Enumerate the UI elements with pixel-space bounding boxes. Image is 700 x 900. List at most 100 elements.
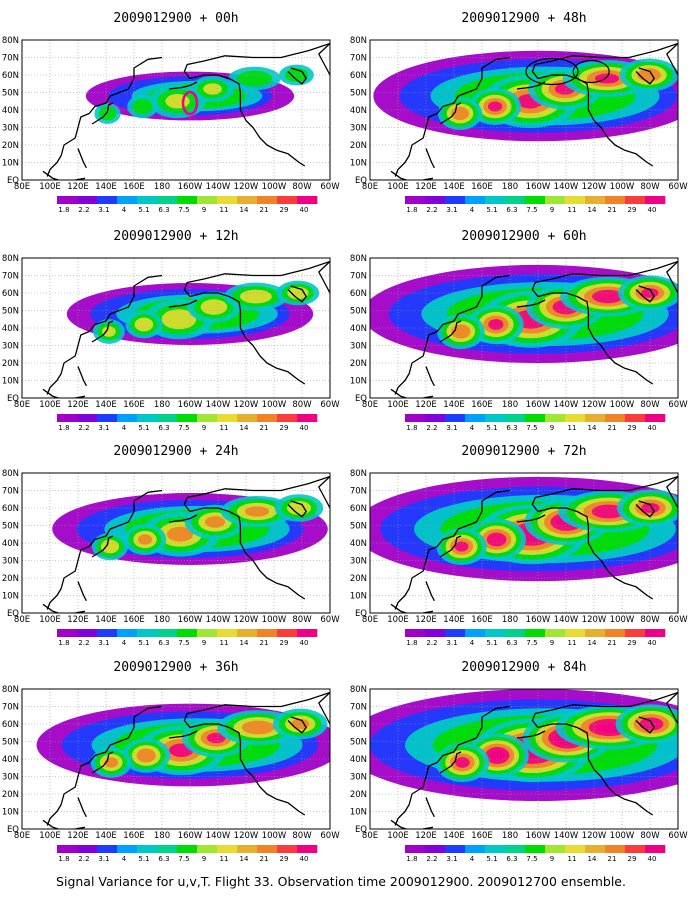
lon-tick-label: 120W	[234, 615, 259, 625]
panel-title: 2009012900 + 36h	[113, 660, 238, 675]
colorbar-label: 2.2	[78, 855, 89, 863]
colorbar-label: 29	[280, 206, 289, 214]
variance-cell	[241, 720, 275, 735]
lon-tick-label: 160W	[526, 182, 551, 192]
lat-tick-label: 50N	[350, 89, 367, 99]
forecast-panel: 2009012900 + 48h EQ 10N 20N 30N 40N 50N 60N 70N 8…	[350, 11, 688, 214]
lon-tick-label: 120E	[415, 182, 437, 192]
lon-tick-label: 100E	[39, 400, 61, 410]
lon-tick-label: 80W	[292, 400, 312, 410]
lon-tick-label: 120W	[234, 831, 259, 841]
colorbar-swatch	[405, 414, 426, 422]
lon-tick-label: 160E	[123, 831, 145, 841]
colorbar-label: 11	[220, 424, 229, 432]
colorbar-swatch	[545, 196, 566, 204]
colorbar-label: 3.1	[98, 639, 109, 647]
lat-tick-label: 40N	[350, 755, 367, 765]
lat-tick-label: 50N	[2, 522, 19, 532]
colorbar-swatch	[505, 845, 526, 853]
colorbar-swatch	[237, 414, 258, 422]
variance-cell	[206, 732, 226, 744]
colorbar: 1.8 2.2 3.1 4 5.1 6.3 7.5 9 11 14 21 29 40	[57, 629, 318, 647]
lon-tick-label: 100E	[387, 400, 409, 410]
colorbar-label: 6.3	[158, 639, 169, 647]
colorbar-swatch	[297, 196, 318, 204]
colorbar-swatch	[297, 414, 318, 422]
colorbar-label: 5.1	[486, 424, 497, 432]
colorbar-swatch	[177, 414, 198, 422]
colorbar-label: 9	[202, 855, 206, 863]
colorbar-swatch	[565, 414, 586, 422]
forecast-panel: 2009012900 + 60h EQ 10N 20N 30N 40N 50N 60N 70N 8…	[350, 229, 688, 432]
colorbar: 1.8 2.2 3.1 4 5.1 6.3 7.5 9 11 14 21 29 40	[57, 414, 318, 432]
colorbar-label: 7.5	[178, 855, 189, 863]
colorbar-swatch	[585, 845, 606, 853]
colorbar-label: 14	[588, 424, 597, 432]
colorbar-label: 14	[588, 639, 597, 647]
colorbar-swatch	[237, 845, 258, 853]
lon-tick-label: 160E	[471, 615, 493, 625]
lon-tick-label: 100W	[610, 615, 635, 625]
colorbar-label: 21	[260, 639, 269, 647]
lon-tick-label: 140E	[443, 615, 465, 625]
lat-tick-label: 30N	[2, 342, 19, 352]
lon-tick-label: 60W	[668, 831, 688, 841]
lon-tick-label: 180	[502, 615, 518, 625]
colorbar-label: 6.3	[158, 424, 169, 432]
lat-tick-label: EQ	[355, 825, 367, 835]
colorbar-swatch	[505, 629, 526, 637]
colorbar-swatch	[97, 629, 118, 637]
colorbar-label: 40	[300, 424, 309, 432]
lon-tick-label: 120E	[67, 400, 89, 410]
colorbar-label: 21	[608, 855, 617, 863]
lat-tick-label: EQ	[7, 394, 19, 404]
lon-tick-label: 100E	[39, 831, 61, 841]
colorbar-label: 2.2	[78, 424, 89, 432]
lon-tick-label: 140W	[554, 831, 579, 841]
coastlines	[390, 691, 678, 829]
colorbar-label: 1.8	[58, 855, 69, 863]
lon-tick-label: 160W	[526, 615, 551, 625]
map-frame	[21, 688, 331, 830]
panel-title: 2009012900 + 84h	[461, 660, 586, 675]
colorbar-swatch	[57, 629, 78, 637]
lon-tick-label: 140E	[443, 182, 465, 192]
lon-tick-label: 120W	[582, 615, 607, 625]
variance-cell	[455, 757, 470, 768]
colorbar-swatch	[605, 414, 626, 422]
colorbar-swatch	[217, 845, 238, 853]
lat-tick-label: 30N	[350, 773, 367, 783]
colorbar-swatch	[545, 845, 566, 853]
lon-tick-label: 60W	[668, 615, 688, 625]
lat-tick-label: 20N	[350, 790, 367, 800]
colorbar-swatch	[137, 414, 158, 422]
colorbar-label: 4	[122, 639, 127, 647]
variance-field	[370, 689, 678, 801]
lon-tick-label: 100E	[387, 615, 409, 625]
colorbar-label: 29	[628, 206, 637, 214]
colorbar-swatch	[625, 629, 646, 637]
lat-tick-label: 60N	[2, 504, 19, 514]
colorbar-swatch	[217, 414, 238, 422]
colorbar-label: 40	[648, 639, 657, 647]
lon-tick-label: 160W	[526, 400, 551, 410]
map-gridlines	[22, 258, 330, 398]
colorbar-label: 40	[648, 206, 657, 214]
colorbar-label: 1.8	[406, 639, 417, 647]
lat-tick-label: 70N	[350, 703, 367, 713]
colorbar-label: 9	[550, 639, 554, 647]
colorbar-label: 40	[300, 855, 309, 863]
lon-tick-label: 60W	[320, 615, 340, 625]
colorbar-label: 11	[220, 855, 229, 863]
colorbar-label: 21	[260, 855, 269, 863]
colorbar-label: 3.1	[98, 424, 109, 432]
panel-title: 2009012900 + 24h	[113, 444, 238, 459]
colorbar-label: 21	[608, 639, 617, 647]
colorbar-swatch	[585, 629, 606, 637]
lat-tick-label: 70N	[350, 487, 367, 497]
colorbar-swatch	[217, 629, 238, 637]
lat-tick-label: 10N	[2, 808, 19, 818]
colorbar-swatch	[585, 414, 606, 422]
lat-tick-label: 60N	[350, 289, 367, 299]
lon-tick-label: 80W	[292, 182, 312, 192]
